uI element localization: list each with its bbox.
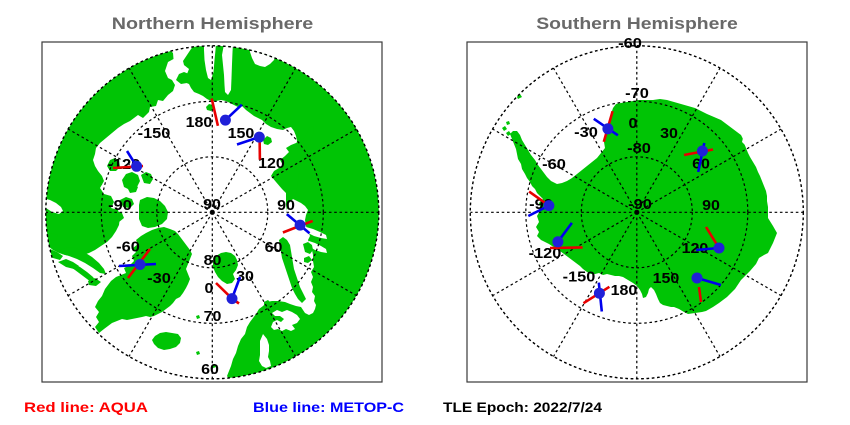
svg-text:120: 120 — [682, 241, 709, 257]
svg-text:-60: -60 — [542, 157, 566, 173]
svg-text:0: 0 — [629, 116, 638, 132]
svg-text:Red line: AQUA: Red line: AQUA — [24, 399, 148, 415]
svg-text:90: 90 — [203, 197, 221, 213]
svg-text:90: 90 — [702, 198, 720, 214]
svg-text:150: 150 — [228, 126, 255, 142]
svg-text:Blue line: METOP-C: Blue line: METOP-C — [253, 399, 404, 415]
svg-text:-120: -120 — [529, 246, 562, 262]
svg-text:Northern Hemisphere: Northern Hemisphere — [112, 14, 314, 33]
svg-text:-30: -30 — [574, 125, 598, 141]
svg-text:-60: -60 — [618, 36, 642, 52]
svg-text:180: 180 — [611, 283, 638, 299]
svg-text:-90: -90 — [108, 198, 132, 214]
svg-text:80: 80 — [204, 253, 222, 269]
svg-text:-70: -70 — [625, 86, 649, 102]
svg-text:180: 180 — [186, 115, 213, 131]
svg-text:60: 60 — [265, 240, 283, 256]
svg-text:TLE Epoch: 2022/7/24: TLE Epoch: 2022/7/24 — [443, 399, 602, 415]
svg-text:-90: -90 — [628, 197, 652, 213]
svg-text:30: 30 — [236, 269, 254, 285]
svg-text:70: 70 — [204, 309, 222, 325]
svg-text:120: 120 — [258, 156, 285, 172]
svg-text:-150: -150 — [138, 126, 171, 142]
svg-text:0: 0 — [205, 281, 214, 297]
svg-text:-80: -80 — [627, 141, 651, 157]
svg-text:30: 30 — [660, 126, 678, 142]
svg-text:60: 60 — [201, 362, 219, 378]
svg-text:-60: -60 — [116, 240, 140, 256]
svg-text:Southern Hemisphere: Southern Hemisphere — [536, 14, 738, 33]
svg-text:150: 150 — [653, 271, 680, 287]
svg-text:-30: -30 — [147, 271, 171, 287]
svg-text:90: 90 — [277, 198, 295, 214]
svg-text:-150: -150 — [563, 270, 596, 286]
